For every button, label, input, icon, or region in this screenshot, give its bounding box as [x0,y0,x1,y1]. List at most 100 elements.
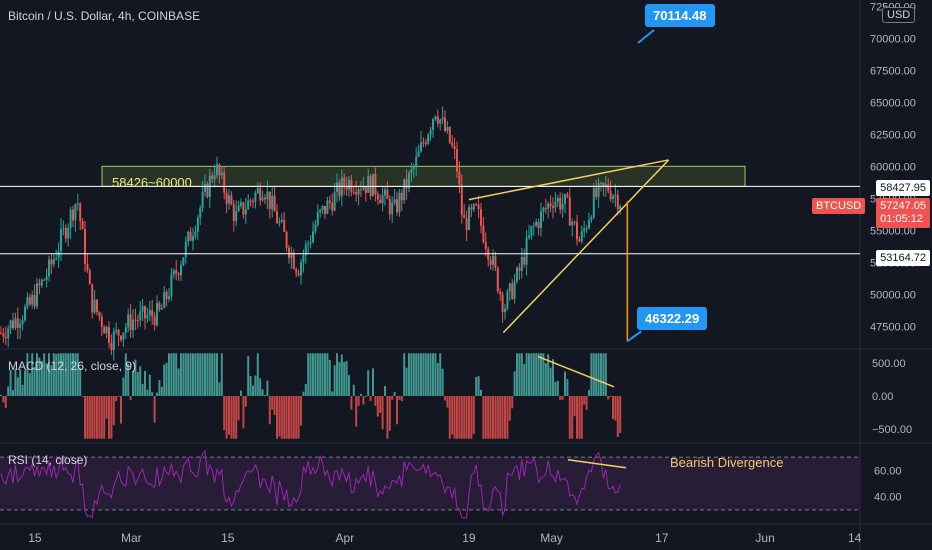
macd-bar [540,353,542,396]
candle-body [249,200,252,202]
macd-bar [57,353,60,396]
macd-bar [295,396,298,439]
candle-body [552,206,554,208]
macd-bar [14,368,17,396]
candle-body [206,183,209,198]
macd-bar [484,396,487,439]
candle-body [100,316,103,327]
zone-label: 58426~60000 [112,175,192,190]
macd-bar [504,396,506,439]
macd-bar [81,396,84,397]
candle-body [288,247,290,258]
candle-body [513,281,516,299]
macd-bar [276,396,278,439]
candle-body [364,186,367,193]
candle-body [477,204,480,210]
candle-body [117,329,120,336]
candle-body [225,192,228,204]
candle-body [163,291,166,308]
candle-body [192,236,194,241]
trendlines[interactable] [468,29,670,343]
target-high-callout[interactable]: 70114.48 [645,4,715,27]
candle-body [324,206,326,214]
candle-body [124,327,127,333]
candle-body [218,164,221,176]
candle-body [115,329,118,332]
candle-body [312,231,314,243]
candle-body [108,326,110,344]
candle-body [398,192,401,213]
macd-bar [463,396,466,439]
time-tick-label: 19 [462,531,476,545]
candle-body [194,231,197,237]
candle-body [484,241,487,249]
macd-bar [309,353,312,396]
macd-bar [196,353,199,396]
candle-body [292,252,295,269]
candle-body [463,215,466,219]
countdown-value: 01:05:12 [880,213,923,225]
candle-body [348,180,350,190]
macd-bar [537,353,540,396]
macd-bar [381,396,384,430]
macd-bar [302,391,305,396]
macd-bar [374,396,377,406]
candle-body [283,220,286,232]
macd-bar [559,396,562,400]
macd-bar [600,353,602,396]
macd-bar [288,396,290,439]
candle-body [384,189,386,196]
candle-body [168,296,170,299]
macd-bar [151,392,154,396]
macd-bar [283,396,286,439]
macd-bar [417,353,420,396]
candle-body [271,195,274,210]
candle-body [619,205,622,209]
candle-body [420,142,422,152]
resistance-zone [101,165,746,187]
macd-bar [482,396,485,439]
macd-tick-label: −500.00 [872,424,912,436]
candle-body [132,319,134,331]
candle-body [316,212,319,225]
candle-body [374,173,377,195]
candle-body [307,243,310,245]
macd-bar [523,363,526,396]
candle-body [453,145,456,150]
macd-bar [333,365,336,396]
macd-bar [184,353,187,396]
macd-bar [144,370,146,396]
candle-body [112,331,115,350]
macd-bar [24,370,26,396]
candle-body [278,221,281,224]
macd-bar [460,396,463,439]
currency-button[interactable]: USD [882,7,916,23]
target-low-callout[interactable]: 46322.29 [637,307,708,330]
horizontal-levels[interactable] [0,185,860,255]
candle-body [554,201,557,208]
macd-bar [499,396,502,439]
candle-body [475,204,478,206]
candle-body [9,320,12,329]
macd-bar [259,378,262,396]
candle-body [340,177,343,197]
candle-body [151,310,154,317]
macd-bar [31,353,34,396]
macd-bar [228,396,230,435]
candle-body [220,172,223,176]
rsi-divergence-line [567,459,627,469]
macd-bar [316,353,319,396]
candle-body [122,332,125,340]
macd-bar [292,396,295,439]
candle-body [28,297,31,305]
candle-body [242,202,245,215]
macd-bar [326,353,329,396]
candle-body [300,262,302,276]
macd-bar [448,396,451,439]
macd-bar [172,353,175,396]
macd-bar [400,396,403,402]
candle-body [496,267,499,292]
macd-bar [40,360,43,396]
candle-body [556,197,559,202]
